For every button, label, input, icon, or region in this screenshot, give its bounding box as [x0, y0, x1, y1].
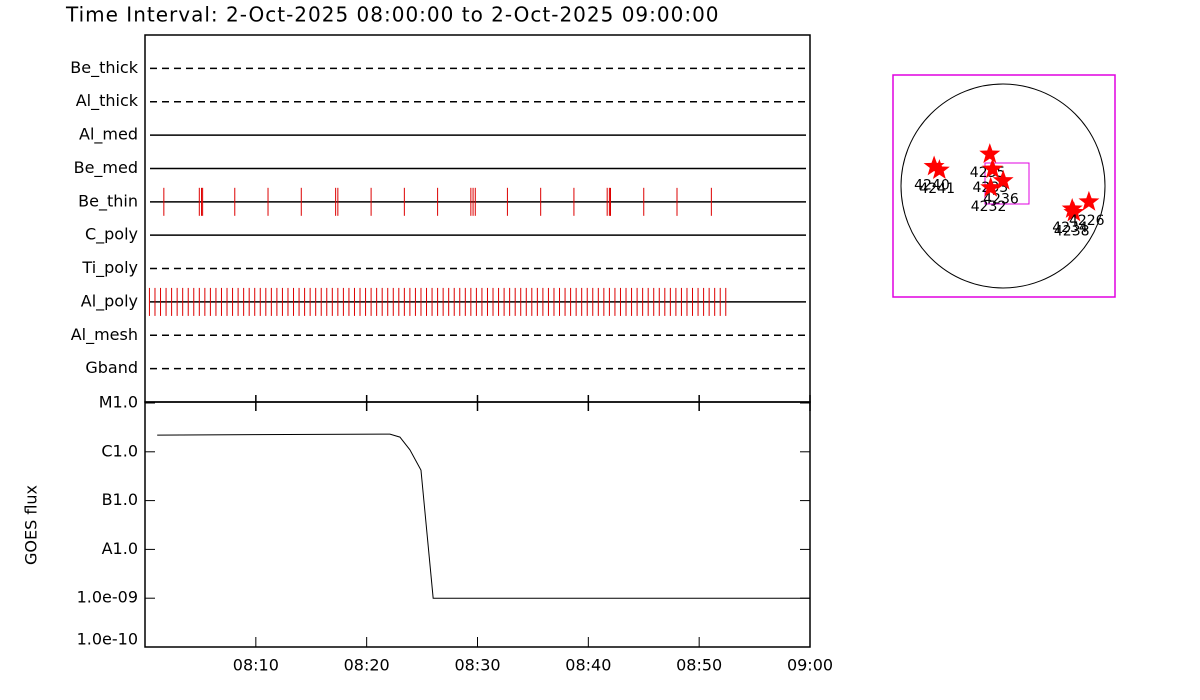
region-label: 4234 [1052, 220, 1088, 236]
row-label: Al_poly [81, 291, 138, 311]
region-star [992, 169, 1014, 190]
x-tick-label: 08:50 [676, 656, 722, 675]
region-star [1063, 201, 1085, 222]
region-star [1078, 190, 1100, 211]
row-label: Al_thick [76, 91, 139, 111]
y-tick-label: 1.0e-09 [77, 588, 138, 607]
region-star [982, 158, 1003, 179]
region-label: 4236 [983, 192, 1019, 208]
timeline-frame [144, 34, 811, 403]
goes-line [157, 433, 810, 599]
x-tick-label: 08:40 [565, 656, 611, 675]
region-label: 4238 [1054, 224, 1090, 240]
solar-limb [900, 83, 1106, 289]
row-label: Be_thick [70, 58, 138, 78]
region-star [928, 159, 950, 179]
row-label: Be_med [74, 158, 138, 178]
region-star [979, 143, 1001, 163]
row-label: Gband [85, 358, 138, 377]
goes-frame [144, 401, 811, 648]
region-label: 4232 [971, 199, 1007, 215]
x-tick-label: 08:20 [344, 656, 390, 675]
x-tick-label: 09:00 [787, 656, 833, 675]
region-label: 4241 [919, 181, 955, 197]
row-label: Be_thin [78, 191, 138, 211]
y-tick-label: B1.0 [102, 490, 138, 509]
row-label: Al_med [79, 125, 138, 145]
row-label: Al_mesh [71, 325, 138, 345]
chart-title: Time Interval: 2-Oct-2025 08:00:00 to 2-… [65, 3, 720, 27]
region-star [980, 176, 1002, 197]
row-label: Ti_poly [81, 258, 138, 278]
region-label: 4240 [914, 178, 950, 194]
x-tick-label: 08:10 [233, 656, 279, 675]
y-tick-label: M1.0 [99, 393, 138, 412]
field-of-view [984, 162, 1030, 205]
x-tick-label: 08:30 [454, 656, 500, 675]
y-tick-label: 1.0e-10 [77, 630, 138, 649]
region-star [923, 155, 945, 176]
row-label: C_poly [85, 225, 138, 245]
map-frame [892, 74, 1116, 298]
y-tick-label: C1.0 [101, 441, 138, 460]
y-axis-label: GOES flux [22, 485, 41, 565]
y-tick-label: A1.0 [102, 539, 138, 558]
region-label: 4226 [1069, 213, 1105, 229]
